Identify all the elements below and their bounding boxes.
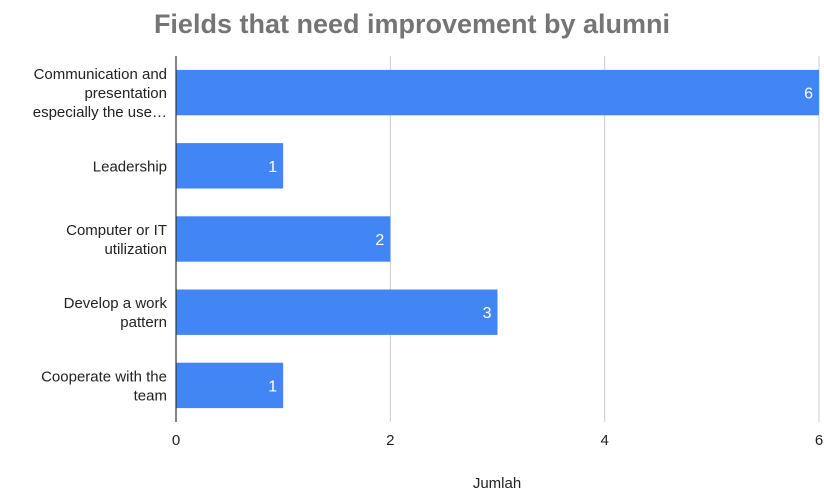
bar: [176, 289, 498, 335]
x-tick-label: 6: [815, 432, 823, 449]
category-label-line: Leadership: [93, 158, 167, 175]
bar: [176, 362, 284, 409]
category-label: Cooperate with the team: [41, 368, 167, 404]
category-label-line: especially the use…: [33, 104, 167, 121]
bar-data-label: 1: [268, 378, 277, 395]
x-axis-ticks: 0 2 4 6: [172, 432, 823, 449]
category-label-line: Cooperate with the: [41, 368, 167, 385]
category-label-line: presentation: [84, 85, 167, 102]
category-label: Communication and presentation especially …: [33, 66, 167, 121]
x-tick-label: 4: [600, 432, 608, 449]
chart-title: Fields that need improvement by alumni: [154, 9, 670, 39]
bar-data-label: 1: [268, 159, 277, 176]
category-label-line: Develop a work: [64, 295, 168, 312]
bar: [176, 143, 284, 189]
category-label-line: pattern: [120, 314, 167, 331]
category-label-line: utilization: [104, 241, 167, 258]
bar: [176, 69, 819, 116]
x-axis-label: Jumlah: [473, 475, 521, 492]
category-labels: Communication and presentation especially …: [33, 66, 168, 404]
bar-data-label: 6: [804, 86, 813, 103]
x-tick-label: 0: [172, 432, 180, 449]
grid-layer: [389, 56, 820, 422]
bar: [176, 216, 391, 262]
category-label-line: team: [134, 387, 167, 404]
category-label-line: Computer or IT: [66, 222, 167, 239]
bar-data-label: 3: [483, 305, 492, 322]
bar-layer: 6 1 2 3 1: [176, 69, 819, 409]
bar-data-label: 2: [375, 232, 384, 249]
category-label: Computer or IT utilization: [66, 222, 167, 258]
category-label-line: Communication and: [34, 66, 167, 83]
x-tick-label: 2: [386, 432, 394, 449]
category-label: Develop a work pattern: [64, 295, 168, 331]
category-label: Leadership: [93, 158, 167, 175]
